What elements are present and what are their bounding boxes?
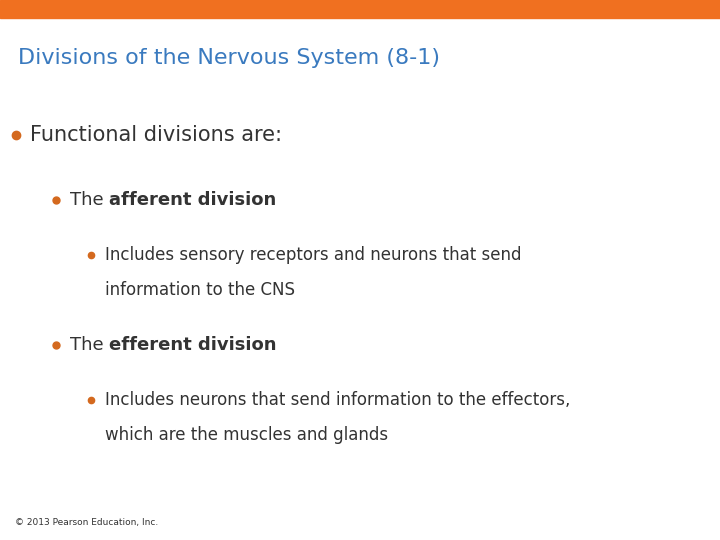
Text: The: The — [70, 191, 109, 209]
Text: information to the CNS: information to the CNS — [105, 281, 295, 299]
Text: The: The — [70, 336, 109, 354]
Text: which are the muscles and glands: which are the muscles and glands — [105, 426, 388, 444]
Bar — [0, 0, 720, 18]
Text: Functional divisions are:: Functional divisions are: — [30, 125, 282, 145]
Text: Divisions of the Nervous System (8-1): Divisions of the Nervous System (8-1) — [18, 48, 440, 68]
Text: Includes sensory receptors and neurons that send: Includes sensory receptors and neurons t… — [105, 246, 521, 264]
Text: efferent division: efferent division — [109, 336, 277, 354]
Text: Includes neurons that send information to the effectors,: Includes neurons that send information t… — [105, 391, 570, 409]
Text: © 2013 Pearson Education, Inc.: © 2013 Pearson Education, Inc. — [15, 517, 158, 526]
Text: afferent division: afferent division — [109, 191, 276, 209]
